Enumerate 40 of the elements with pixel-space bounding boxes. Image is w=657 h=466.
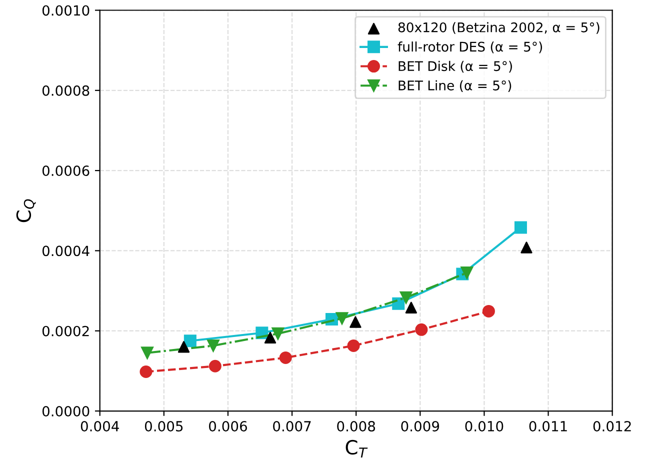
point [520, 242, 532, 254]
x-tick-label: 0.006 [209, 420, 247, 432]
point [415, 323, 428, 336]
legend-label: BET Disk (α = 5°) [398, 60, 512, 73]
y-axis-title: C$_{Q}$ [16, 199, 36, 222]
x-tick-label: 0.011 [529, 420, 567, 432]
point [264, 332, 276, 344]
x-tick-label: 0.005 [144, 420, 183, 432]
point [400, 291, 412, 304]
point [178, 341, 190, 353]
point [405, 302, 418, 314]
y-tick-label: 0.0000 [42, 406, 90, 416]
y-tick-label: 0.0006 [42, 166, 90, 176]
point [141, 346, 154, 360]
point [184, 334, 196, 348]
point [208, 360, 222, 372]
point [272, 327, 284, 340]
y-tick-label: 0.0010 [42, 5, 90, 16]
x-tick-label: 0.009 [401, 420, 440, 432]
x-tick-label: 0.004 [80, 420, 119, 432]
point [206, 339, 220, 352]
legend-label: full-rotor DES (α = 5°) [398, 41, 542, 54]
point [482, 304, 495, 318]
y-tick-label: 0.0002 [42, 326, 89, 336]
point [460, 266, 474, 279]
point [350, 316, 362, 328]
legend-label: BET Line (α = 5°) [398, 80, 512, 92]
x-tick-label: 0.008 [337, 420, 376, 432]
x-axis-title: C$_{T}$ [346, 440, 368, 458]
point [140, 365, 152, 378]
legend-label: 80x120 (Betzina 2002, α = 5°) [398, 22, 600, 34]
point [347, 339, 360, 352]
x-tick-label: 0.010 [465, 420, 504, 432]
point [336, 312, 348, 325]
x-tick-label: 0.012 [593, 420, 631, 432]
x-tick-label: 0.007 [273, 420, 311, 432]
point [279, 351, 292, 364]
y-tick-label: 0.0004 [42, 246, 90, 256]
y-tick-label: 0.0008 [42, 85, 90, 96]
point [514, 221, 527, 234]
